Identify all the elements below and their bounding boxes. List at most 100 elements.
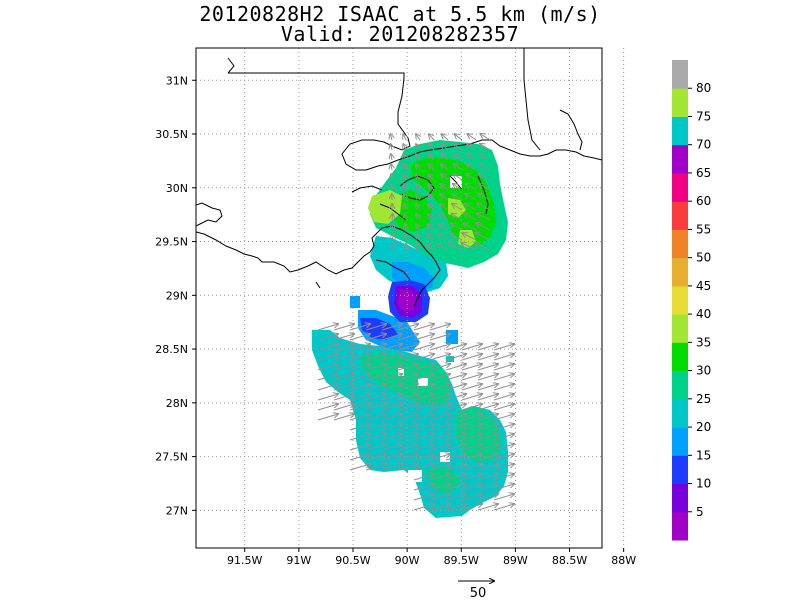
wind-vector	[428, 214, 435, 221]
wind-vector	[404, 214, 406, 221]
wind-vector	[404, 204, 406, 211]
wind-vector	[475, 242, 491, 251]
wind-vector	[461, 394, 482, 401]
wind-vector	[413, 494, 434, 501]
wind-vector	[428, 194, 435, 201]
wind-vector	[429, 164, 435, 171]
wind-vector	[381, 414, 402, 421]
lon-label: 88W	[611, 554, 636, 567]
wind-vector	[333, 334, 354, 341]
wind-vector	[477, 434, 498, 441]
wind-vector	[416, 134, 420, 141]
lon-label: 90W	[395, 554, 420, 567]
wind-vector	[349, 454, 370, 461]
wind-vector	[454, 144, 463, 151]
wind-vector	[461, 434, 482, 441]
wind-vector	[462, 243, 477, 251]
wind-vector	[365, 404, 386, 411]
lat-label: 30N	[166, 182, 188, 195]
wind-vector	[317, 354, 338, 361]
wind-vector	[416, 194, 420, 201]
wind-vector	[397, 374, 418, 381]
wind-vector	[397, 334, 418, 341]
lon-label: 91.5W	[227, 554, 262, 567]
wind-vector	[445, 444, 466, 451]
colorbar-segment	[672, 201, 688, 230]
wind-vector	[381, 444, 402, 451]
wind-vector	[413, 354, 434, 361]
wind-vector	[381, 404, 402, 411]
wind-vector	[475, 233, 491, 241]
wind-vector	[333, 394, 354, 401]
wind-vector	[317, 344, 338, 351]
wind-vector	[445, 404, 466, 411]
wind-vector	[493, 494, 514, 501]
wind-vector	[349, 344, 370, 351]
wind-vector	[440, 204, 449, 211]
wind-vector	[438, 234, 449, 241]
wind-vector	[461, 374, 482, 381]
wind-vector	[397, 454, 418, 461]
wind-vector	[349, 464, 370, 471]
wind-vector	[445, 364, 466, 371]
colorbar-segment	[672, 398, 688, 428]
speed-cell	[446, 330, 458, 344]
wind-vector	[365, 334, 386, 341]
wind-vector	[477, 474, 498, 481]
wind-vector	[397, 394, 418, 401]
wind-vector	[365, 344, 386, 351]
wind-vector	[413, 374, 434, 381]
colorbar-label: 5	[696, 505, 704, 519]
wind-vector	[445, 494, 466, 501]
wind-vector	[477, 354, 498, 361]
wind-vector	[477, 404, 498, 411]
lat-label: 30.5N	[155, 128, 188, 141]
wind-vector	[404, 184, 406, 191]
wind-vector	[477, 213, 491, 221]
wind-vector	[381, 464, 402, 471]
wind-vector	[416, 204, 420, 211]
wind-vector	[381, 434, 402, 441]
wind-vector	[493, 444, 514, 451]
wind-vector	[466, 174, 477, 181]
wind-vector	[317, 374, 338, 381]
lat-label: 31N	[166, 74, 188, 87]
wind-vector	[427, 234, 435, 241]
wind-vector	[478, 184, 491, 191]
wind-vector	[404, 194, 406, 201]
wind-vector	[493, 354, 514, 361]
wind-vector	[381, 394, 402, 401]
colorbar-segment	[672, 285, 688, 315]
wind-vector	[349, 394, 370, 401]
wind-vector	[317, 324, 338, 331]
wind-vector	[429, 144, 435, 151]
wind-vector	[480, 134, 491, 141]
wind-vector	[441, 164, 449, 171]
wind-vector	[493, 344, 514, 351]
colorbar-label: 55	[696, 222, 711, 236]
wind-vector	[454, 164, 463, 171]
wind-vector	[467, 154, 477, 161]
wind-vector	[403, 134, 406, 141]
wind-vector	[365, 324, 386, 331]
lat-label: 27.5N	[155, 451, 188, 464]
wind-vector	[493, 434, 514, 441]
wind-vector	[413, 454, 434, 461]
wind-vector	[454, 134, 463, 141]
wind-vector	[397, 324, 418, 331]
no-data-gap	[398, 368, 404, 376]
wind-vector	[466, 184, 477, 191]
wind-vector	[397, 434, 418, 441]
wind-vector	[381, 374, 402, 381]
wind-vector	[477, 203, 491, 211]
no-data-gap	[418, 378, 428, 386]
lon-label: 88.5W	[552, 554, 587, 567]
colorbar-segment	[672, 342, 688, 372]
wind-vector	[429, 464, 450, 471]
wind-vector	[413, 394, 434, 401]
wind-vector	[397, 424, 418, 431]
wind-vector	[445, 464, 466, 471]
wind-vector	[397, 444, 418, 451]
wind-vector	[429, 344, 450, 351]
wind-vector	[477, 444, 498, 451]
